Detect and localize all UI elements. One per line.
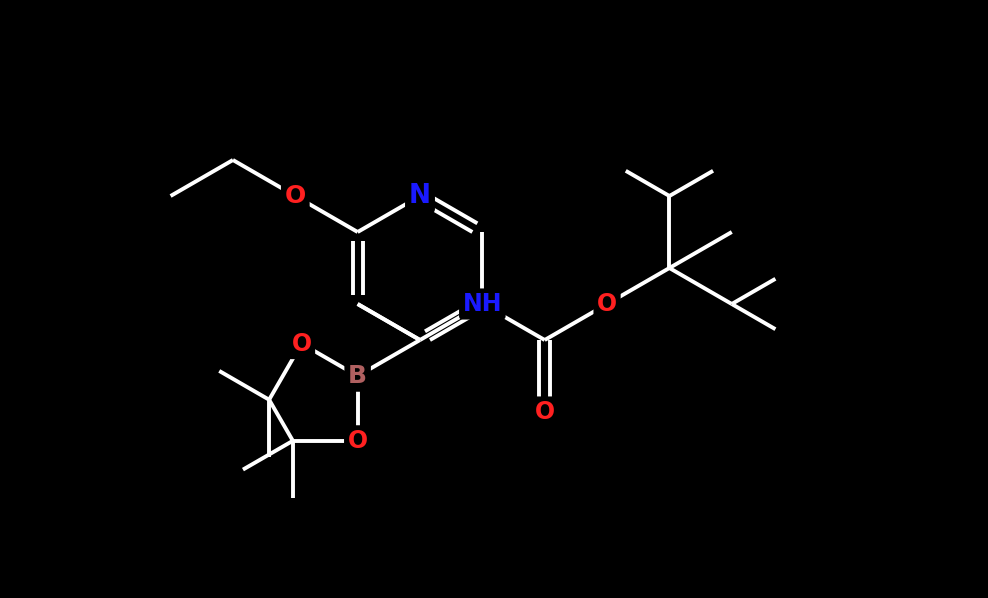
Text: NH: NH bbox=[462, 292, 502, 316]
Text: N: N bbox=[409, 183, 431, 209]
Text: O: O bbox=[291, 332, 311, 356]
Text: O: O bbox=[285, 184, 306, 208]
Text: B: B bbox=[348, 364, 368, 388]
Text: O: O bbox=[535, 400, 555, 424]
Text: O: O bbox=[597, 292, 618, 316]
Text: O: O bbox=[348, 429, 368, 453]
